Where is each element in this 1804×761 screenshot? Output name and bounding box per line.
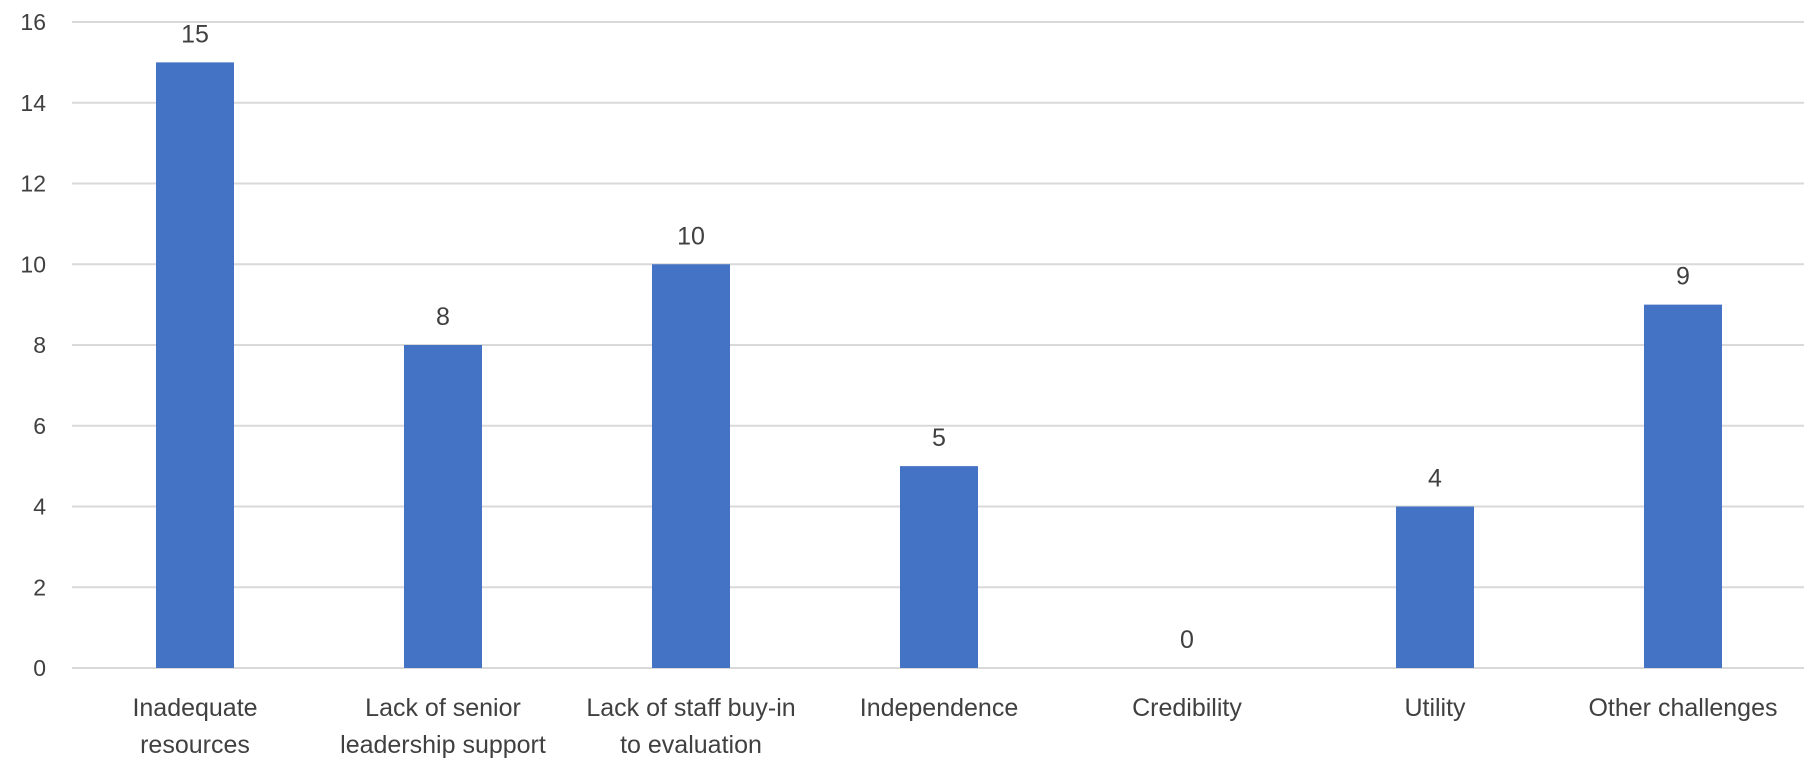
x-category-label-line: Credibility [1132, 694, 1242, 722]
y-tick-label: 16 [20, 9, 46, 35]
data-label: 10 [677, 222, 705, 250]
y-tick-label: 10 [20, 251, 46, 277]
data-label: 8 [436, 303, 450, 331]
x-category-label-line: Lack of staff buy-in [586, 694, 795, 722]
x-axis-labels: Inadequate resources Lack of senior leaders… [132, 694, 1777, 759]
x-category-label: Utility [1404, 694, 1466, 722]
data-label: 0 [1180, 626, 1194, 654]
x-category-label-line: Other challenges [1588, 694, 1777, 722]
data-label: 9 [1676, 263, 1690, 291]
bar [652, 264, 730, 668]
x-category-label: Other challenges [1588, 694, 1777, 722]
data-label: 15 [181, 20, 209, 48]
y-tick-label: 8 [33, 332, 46, 358]
y-tick-label: 0 [33, 655, 46, 681]
data-label: 5 [932, 424, 946, 452]
y-tick-label: 14 [20, 90, 46, 116]
data-label: 4 [1428, 465, 1442, 493]
y-tick-label: 6 [33, 413, 46, 439]
bar [900, 466, 978, 668]
x-category-label-line: Independence [860, 694, 1018, 722]
x-category-label: Credibility [1132, 694, 1242, 722]
y-tick-label: 4 [33, 494, 46, 520]
bar [404, 345, 482, 668]
x-category-label-line: leadership support [340, 731, 546, 759]
y-tick-label: 2 [33, 574, 46, 600]
x-category-label-line: Lack of senior [365, 694, 521, 722]
x-category-label: Inadequate resources [132, 694, 257, 759]
x-category-label-line: Utility [1404, 694, 1466, 722]
bar [156, 62, 234, 668]
x-category-label-line: resources [140, 731, 250, 759]
x-category-label: Lack of staff buy-in to evaluation [586, 694, 795, 759]
x-category-label: Lack of senior leadership support [340, 694, 546, 759]
x-category-label-line: to evaluation [620, 731, 762, 759]
x-category-label-line: Inadequate [132, 694, 257, 722]
bar [1644, 304, 1722, 668]
y-axis-ticks: 0 2 4 6 8 10 12 14 16 [20, 9, 46, 681]
bars [156, 62, 1722, 668]
y-tick-label: 12 [20, 171, 46, 197]
gridlines [72, 21, 1804, 669]
data-labels: 15 8 10 5 0 4 9 [181, 20, 1690, 654]
x-category-label: Independence [860, 694, 1018, 722]
bar [1396, 506, 1474, 668]
